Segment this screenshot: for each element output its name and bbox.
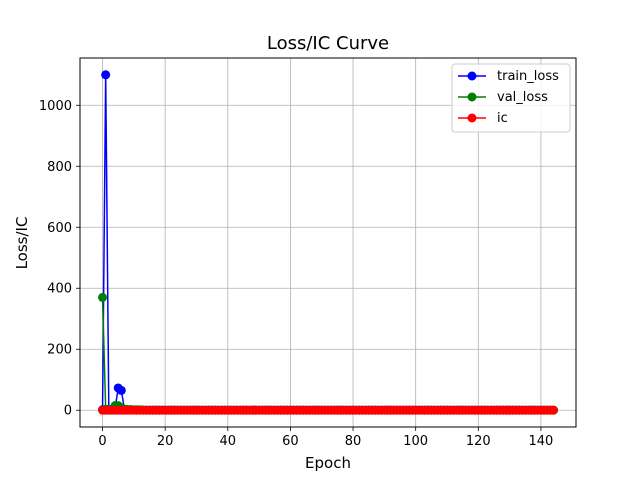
plot-area-frame [79,57,577,428]
legend-marker-ic [467,113,477,123]
x-axis-label: Epoch [305,454,351,472]
legend: train_loss val_loss ic [451,63,571,133]
series-layer [98,70,558,415]
x-tick-label: 80 [345,434,362,449]
data-point-ic [548,405,558,415]
y-axis-label: Loss/IC [13,217,31,270]
y-tick-label: 200 [47,343,72,358]
x-tick-label: 40 [220,434,237,449]
legend-marker-val-loss [467,92,477,102]
x-tick-label: 0 [98,434,106,449]
chart-title: Loss/IC Curve [267,33,389,54]
data-point-train-loss [101,70,111,80]
legend-label-val-loss: val_loss [497,90,548,105]
legend-entry-val-loss: val_loss [458,90,548,105]
y-tick-label: 1000 [39,99,72,114]
series-ic [98,405,558,415]
legend-entry-ic: ic [458,111,508,126]
y-tick-label: 600 [47,221,72,236]
x-tick-label: 140 [529,434,554,449]
x-tick-label: 120 [466,434,491,449]
ticks-layer: 0 20 40 60 80 100 120 140 0 200 400 600 800 1000 [39,99,553,449]
y-tick-label: 800 [47,160,72,175]
legend-label-ic: ic [497,111,508,126]
legend-label-train-loss: train_loss [497,69,559,84]
legend-entry-train-loss: train_loss [458,69,559,84]
x-tick-label: 20 [157,434,174,449]
x-tick-label: 100 [403,434,428,449]
data-point-val-loss [98,292,108,302]
data-point-train-loss [116,385,126,395]
x-tick-label: 60 [282,434,299,449]
y-tick-label: 0 [64,404,72,419]
legend-box [451,63,571,133]
legend-marker-train-loss [467,71,477,81]
y-tick-label: 400 [47,282,72,297]
